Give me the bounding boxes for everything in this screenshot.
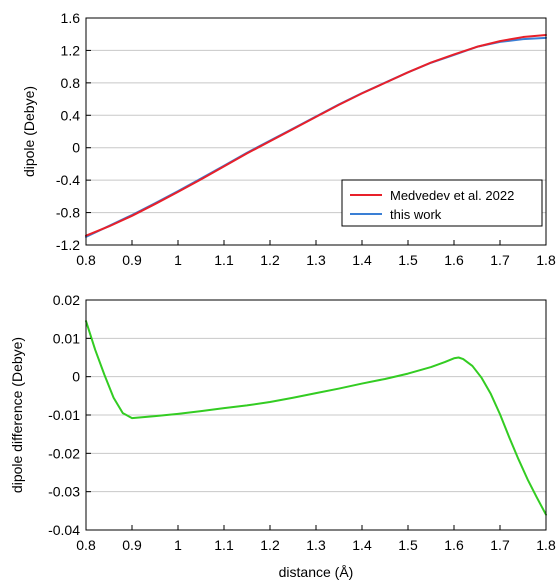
x-tick-label: 1.1 (214, 537, 234, 553)
x-tick-label: 1.5 (398, 537, 418, 553)
legend-box (341, 179, 543, 227)
x-tick-label: 1.5 (398, 252, 418, 268)
x-tick-label: 0.8 (76, 252, 96, 268)
y-tick-label: -0.8 (56, 205, 80, 221)
y-tick-labels: 0.02 0.01 0 -0.01 -0.02 -0.03 -0.04 (48, 292, 80, 538)
x-tick-label: 1.3 (306, 252, 326, 268)
x-tick-label: 1.4 (352, 537, 372, 553)
series-line-difference (85, 320, 547, 516)
y-tick-label: 0 (72, 140, 80, 156)
x-tick-label: 1.2 (260, 537, 280, 553)
y-tick-labels: 1.6 1.2 0.8 0.4 0 -0.4 -0.8 -1.2 (56, 10, 80, 253)
x-tick-labels: 0.8 0.9 1 1.1 1.2 1.3 1.4 1.5 1.6 1.7 1.8 (76, 537, 556, 553)
y-tick-label: -1.2 (56, 237, 80, 253)
x-tick-label: 1 (174, 537, 182, 553)
y-tick-label: 0.4 (61, 107, 81, 123)
axis-ticks (85, 17, 547, 246)
chart-dipole: 0.8 0.9 1 1.1 1.2 1.3 1.4 1.5 1.6 1.7 1.8 1.61.20.… (21, 10, 556, 268)
grid-lines (86, 299, 546, 531)
series-line-medvedev-et-al-2022 (85, 34, 547, 237)
x-tick-label: 1.6 (444, 537, 464, 553)
x-tick-label: 0.9 (122, 537, 142, 553)
y-tick-label: 0.8 (61, 75, 81, 91)
series-layer (85, 320, 547, 516)
x-tick-label: 1.8 (536, 537, 556, 553)
y-axis-title: dipole difference (Debye) (9, 337, 25, 493)
x-tick-label: 1.2 (260, 252, 280, 268)
y-tick-label: -0.02 (48, 445, 80, 461)
legend-entry-medvedev: Medvedev et al. 2022 (350, 188, 514, 203)
grid-lines (86, 17, 546, 246)
legend-entry-this-work: this work (350, 207, 442, 222)
legend-label-this-work: this work (390, 207, 442, 222)
y-tick-label: 0.02 (53, 292, 80, 308)
y-tick-label: -0.04 (48, 522, 80, 538)
chart-dipole-difference: 0.8 0.9 1 1.1 1.2 1.3 1.4 1.5 1.6 1.7 1.8 0.02 0.01… (9, 292, 556, 580)
axis-ticks (85, 299, 547, 531)
y-tick-label: 0 (72, 369, 80, 385)
y-axis-title: dipole (Debye) (21, 86, 37, 177)
legend-label-medvedev: Medvedev et al. 2022 (390, 188, 514, 203)
x-tick-label: 0.8 (76, 537, 96, 553)
x-tick-label: 1.6 (444, 252, 464, 268)
series-layer (85, 34, 547, 238)
x-tick-labels: 0.8 0.9 1 1.1 1.2 1.3 1.4 1.5 1.6 1.7 1.8 (76, 252, 556, 268)
y-tick-label: -0.4 (56, 172, 80, 188)
x-tick-label: 1.4 (352, 252, 372, 268)
y-tick-label: 1.6 (61, 10, 81, 26)
x-tick-label: 0.9 (122, 252, 142, 268)
x-tick-label: 1.8 (536, 252, 556, 268)
x-tick-label: 1.1 (214, 252, 234, 268)
x-tick-label: 1.7 (490, 537, 510, 553)
y-tick-label: -0.03 (48, 484, 80, 500)
y-tick-label: -0.01 (48, 407, 80, 423)
x-axis-title: distance (Å) (279, 564, 354, 580)
x-tick-label: 1 (174, 252, 182, 268)
y-tick-label: 0.01 (53, 330, 80, 346)
x-tick-label: 1.3 (306, 537, 326, 553)
legend: Medvedev et al. 2022 this work (341, 179, 543, 227)
x-tick-label: 1.7 (490, 252, 510, 268)
y-tick-label: 1.2 (61, 42, 81, 58)
